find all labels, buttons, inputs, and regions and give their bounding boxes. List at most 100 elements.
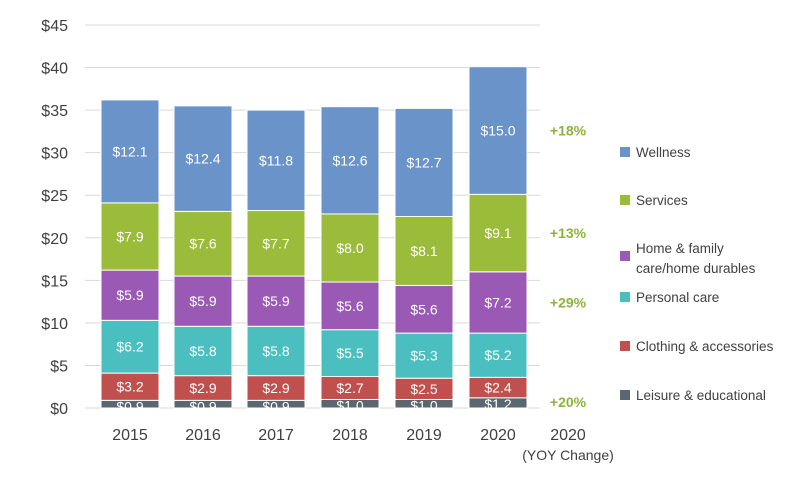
- yoy-change-column: 2020 (YOY Change) +18% +13% +29% +20%: [522, 123, 614, 463]
- legend-swatch: [620, 390, 630, 400]
- y-tick-label: $15: [41, 273, 68, 290]
- legend-swatch: [620, 341, 630, 351]
- data-label: $5.6: [336, 298, 363, 314]
- bar-segment: [394, 107, 454, 217]
- data-label: $5.9: [116, 287, 143, 303]
- bar-segment: [320, 106, 380, 215]
- bar-segment: [173, 105, 233, 212]
- x-tick-label: 2017: [258, 427, 294, 444]
- legend-swatch: [620, 195, 630, 205]
- data-label: $5.6: [410, 301, 437, 317]
- data-label: $7.9: [116, 229, 143, 245]
- yoy-header-caption: (YOY Change): [522, 447, 614, 463]
- yoy-header-year: 2020: [550, 427, 586, 444]
- y-tick-label: $10: [41, 316, 68, 333]
- legend-swatch: [620, 147, 630, 157]
- data-label: $2.5: [410, 381, 437, 397]
- y-tick-label: $30: [41, 146, 68, 163]
- bar-segment: [246, 375, 306, 401]
- data-label: $5.9: [189, 293, 216, 309]
- bar-segment: [246, 109, 306, 212]
- bar-segment: [246, 275, 306, 327]
- legend-label: Wellness: [636, 145, 691, 160]
- x-tick-label: 2020: [480, 427, 516, 444]
- data-label: $1.0: [336, 397, 363, 413]
- y-tick-label: $0: [50, 401, 68, 418]
- bar-segment: [320, 329, 380, 378]
- bar-segment: [100, 269, 160, 321]
- data-label: $12.4: [185, 151, 220, 167]
- y-tick-label: $20: [41, 231, 68, 248]
- data-label: $5.9: [262, 293, 289, 309]
- data-label: $7.2: [484, 294, 511, 310]
- yoy-change-value: +20%: [550, 394, 587, 410]
- legend-swatch: [620, 292, 630, 302]
- data-label: $5.3: [410, 348, 437, 364]
- legend-label: Home & family: [636, 241, 724, 256]
- data-label: $0.9: [116, 398, 143, 414]
- legend-label: Services: [636, 193, 688, 208]
- data-label: $8.1: [410, 243, 437, 259]
- data-label: $9.1: [484, 225, 511, 241]
- legend-label: care/home durables: [636, 261, 756, 276]
- yoy-change-value: +13%: [550, 225, 587, 241]
- bar-segment: [100, 202, 160, 271]
- data-label: $11.8: [259, 152, 293, 168]
- legend-label: Clothing & accessories: [636, 339, 774, 354]
- data-label: $3.2: [116, 379, 143, 395]
- y-axis-ticks: $0 $5 $10 $15 $20 $25 $30 $35 $40 $45: [41, 18, 68, 418]
- y-tick-label: $45: [41, 18, 68, 35]
- y-tick-label: $5: [50, 358, 68, 375]
- yoy-change-value: +29%: [550, 294, 587, 310]
- x-tick-label: 2019: [406, 427, 442, 444]
- bar-segment: [173, 325, 233, 377]
- data-label: $2.9: [262, 380, 289, 396]
- data-label: $1.2: [484, 396, 511, 412]
- bar-segment: [173, 375, 233, 401]
- data-label: $2.7: [336, 380, 363, 396]
- legend-label: Leisure & educational: [636, 388, 766, 403]
- bar-segment: [100, 372, 160, 401]
- bar-segment: [100, 99, 160, 204]
- data-label: $0.9: [262, 398, 289, 414]
- yoy-change-value: +18%: [550, 123, 587, 139]
- data-label: $12.7: [406, 154, 441, 170]
- data-label: $12.1: [112, 143, 147, 159]
- data-label: $5.5: [336, 345, 363, 361]
- bar-segment: [468, 66, 528, 195]
- data-label: $7.6: [189, 236, 216, 252]
- bar-segment: [394, 332, 454, 379]
- bar-segment: [394, 284, 454, 334]
- x-axis-ticks: 2015 2016 2017 2018 2019 2020: [112, 427, 516, 444]
- bars: [100, 66, 528, 409]
- data-label: $5.8: [262, 343, 289, 359]
- data-label: $5.2: [484, 347, 511, 363]
- data-labels: $0.9 $0.9 $0.9 $1.0 $1.0 $1.2 $3.2 $2.9 $2.9 $2.7…: [112, 123, 515, 415]
- data-label: $5.8: [189, 343, 216, 359]
- y-tick-label: $35: [41, 103, 68, 120]
- x-tick-label: 2018: [332, 427, 368, 444]
- bar-segment: [246, 210, 306, 277]
- legend-label: Personal care: [636, 290, 719, 305]
- data-label: $1.0: [410, 397, 437, 413]
- data-label: $0.9: [189, 398, 216, 414]
- data-label: $2.9: [189, 380, 216, 396]
- data-label: $8.0: [336, 240, 363, 256]
- data-label: $15.0: [480, 123, 515, 139]
- legend-swatch: [620, 251, 630, 261]
- data-label: $12.6: [332, 152, 367, 168]
- data-label: $2.4: [484, 380, 511, 396]
- y-tick-label: $25: [41, 188, 68, 205]
- bar-segment: [173, 275, 233, 327]
- bar-segment: [246, 325, 306, 377]
- bar-segment: [394, 216, 454, 286]
- bar-segment: [468, 332, 528, 378]
- x-tick-label: 2015: [112, 427, 148, 444]
- bar-segment: [320, 281, 380, 331]
- y-tick-label: $40: [41, 61, 68, 78]
- data-label: $7.7: [262, 235, 289, 251]
- x-tick-label: 2016: [185, 427, 221, 444]
- legend: Wellness Services Home & family care/home d…: [620, 145, 774, 403]
